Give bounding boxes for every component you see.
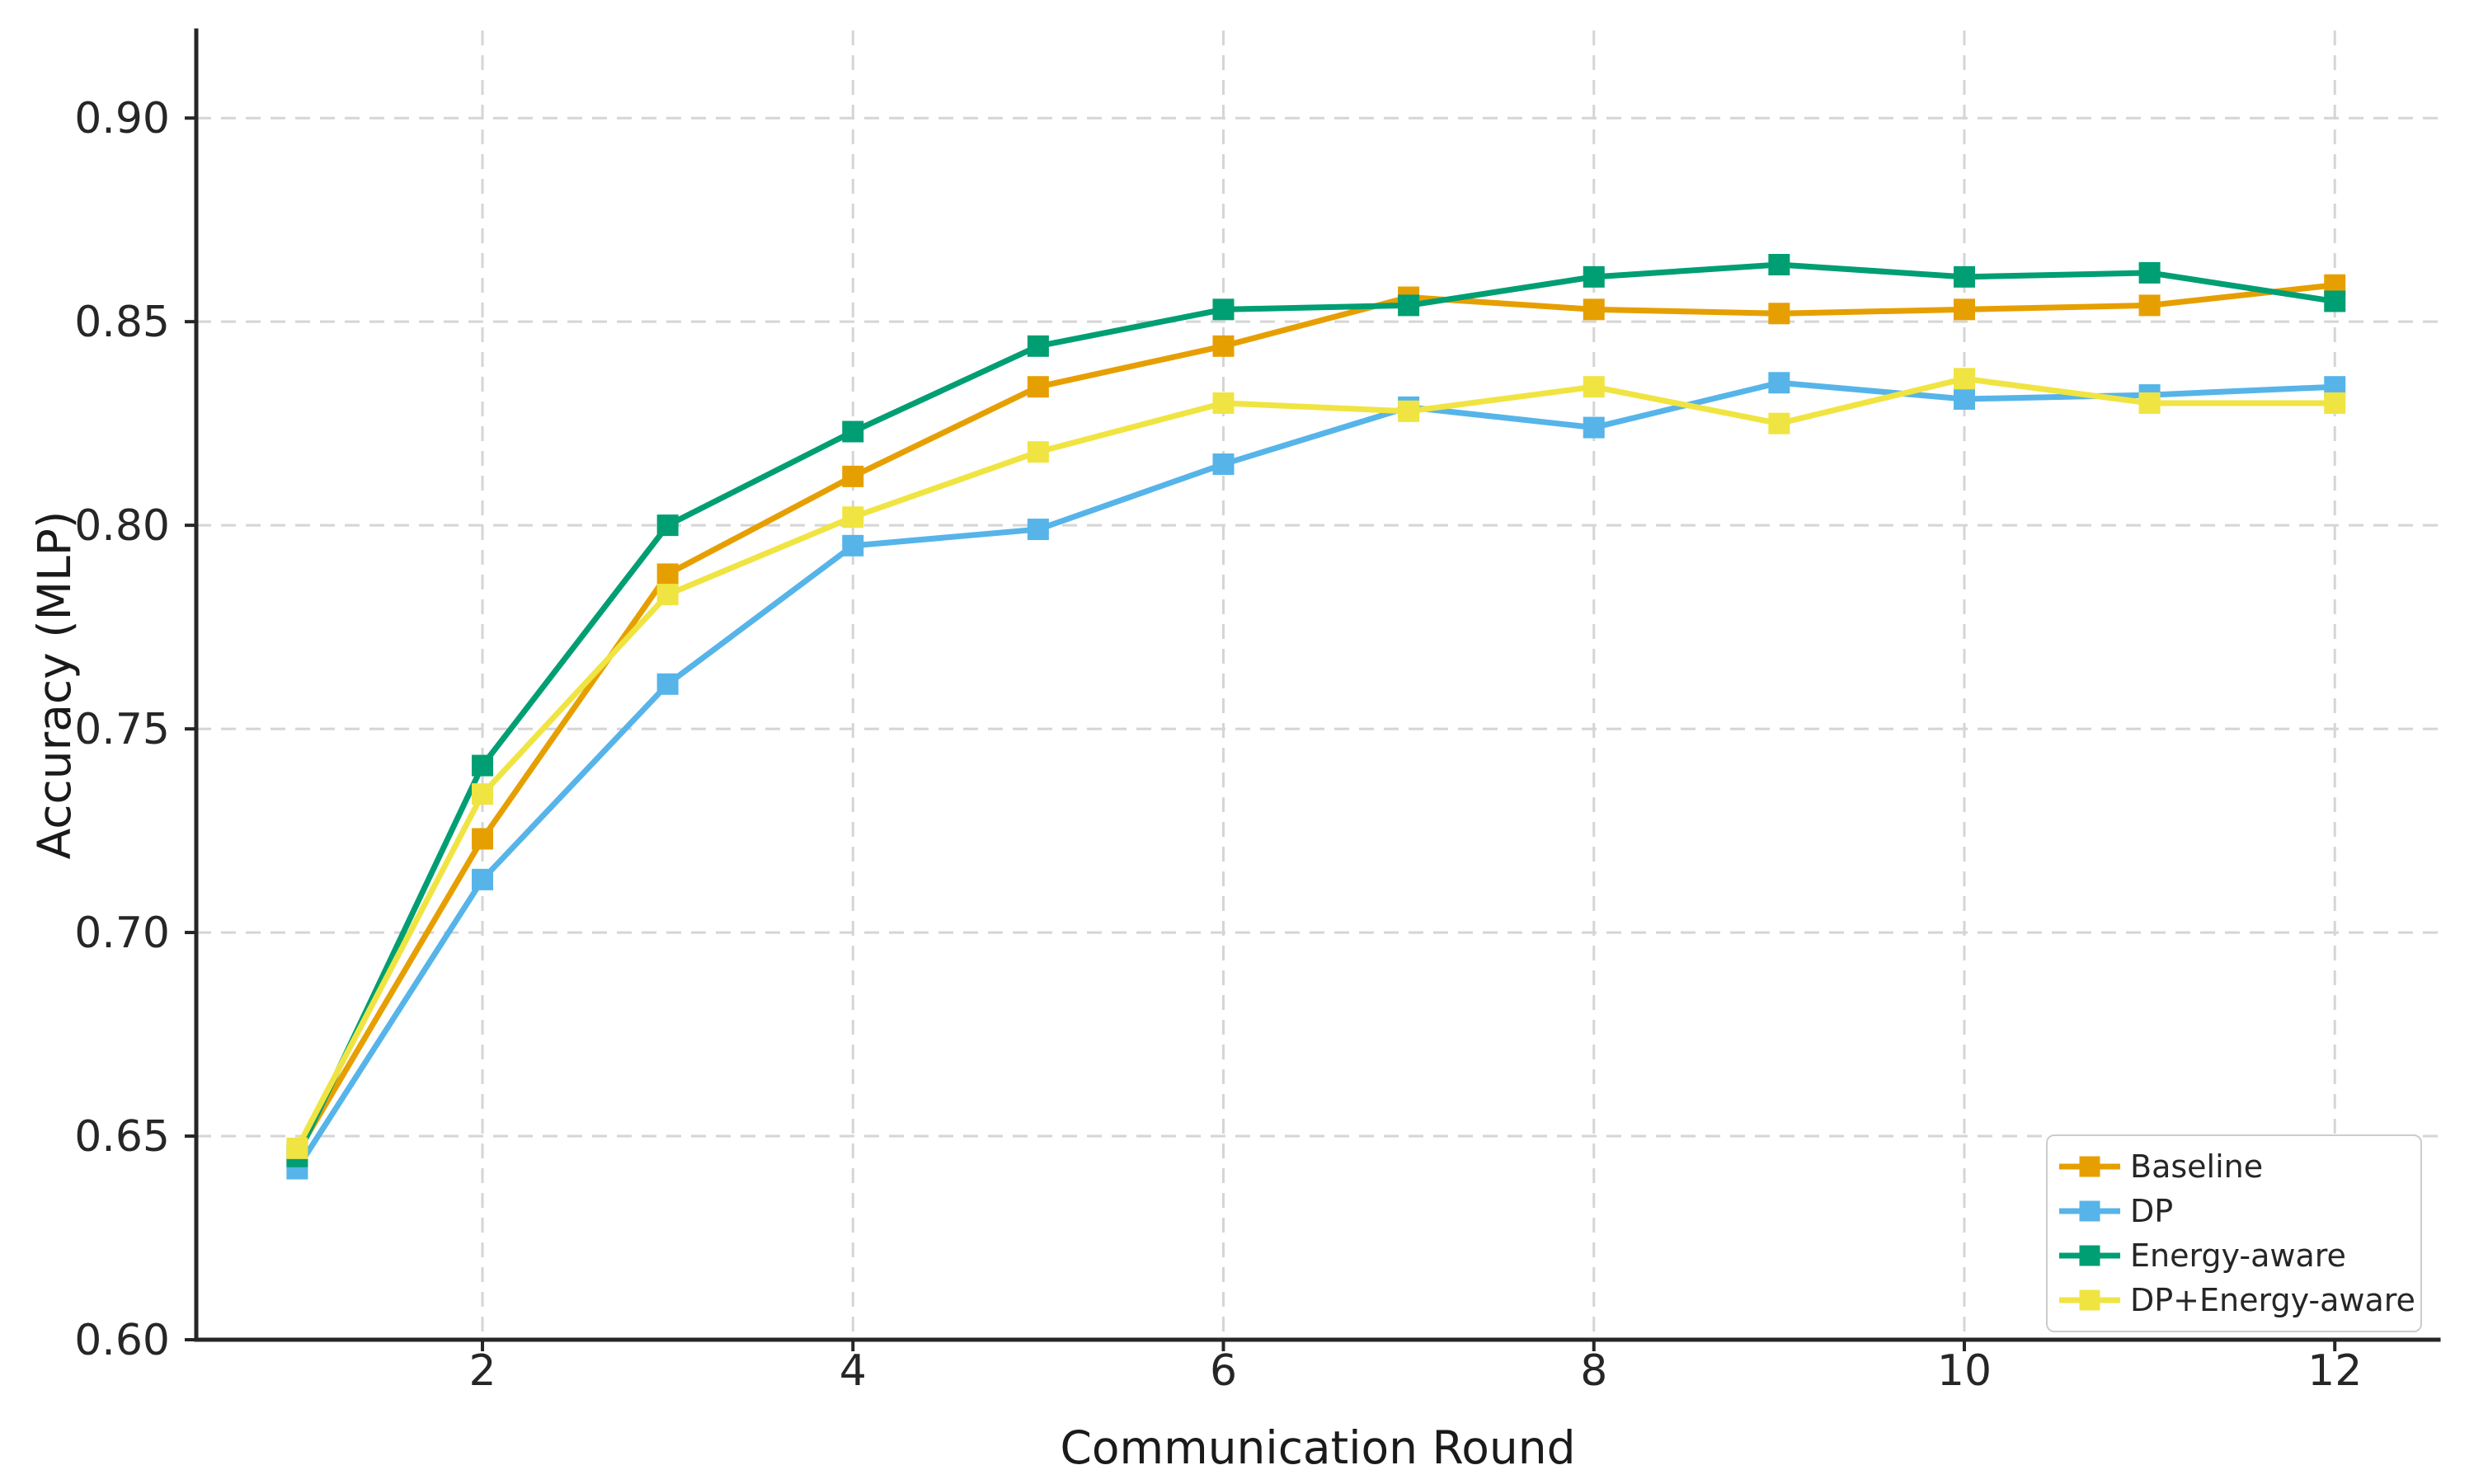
series-line (294, 379, 2338, 1172)
data-point-marker (1212, 392, 1235, 414)
series-energy-aware (286, 254, 2346, 1167)
y-tick-label: 0.85 (74, 298, 170, 347)
data-point-marker (472, 868, 494, 890)
data-point-marker (1212, 335, 1235, 357)
data-point-marker (842, 465, 864, 487)
data-point-marker (2324, 392, 2346, 414)
series-dp-energy-aware (286, 368, 2346, 1159)
legend-square-marker-icon (2079, 1200, 2100, 1222)
data-point-marker (1583, 265, 1605, 288)
y-tick-label: 0.90 (74, 94, 170, 143)
data-point-marker (286, 1137, 308, 1159)
data-point-marker (1212, 453, 1235, 476)
y-tick-label: 0.70 (74, 909, 170, 958)
legend-square-marker-icon (2079, 1245, 2100, 1266)
legend-swatch-energy-aware (2059, 1245, 2120, 1266)
legend: Baseline DP Energy-aware DP+Energy-aware (2046, 1134, 2422, 1332)
data-point-marker (1398, 294, 1420, 317)
data-point-marker (1583, 376, 1605, 398)
data-point-marker (2324, 290, 2346, 312)
data-point-marker (1953, 388, 1975, 411)
data-point-marker (656, 673, 679, 695)
data-point-marker (1953, 298, 1975, 321)
legend-swatch-dp-energy-aware (2059, 1289, 2120, 1311)
legend-item-baseline: Baseline (2059, 1144, 2409, 1189)
data-point-marker (1768, 303, 1790, 325)
y-tick-label: 0.60 (74, 1316, 170, 1365)
legend-label: DP (2130, 1193, 2174, 1229)
legend-swatch-dp (2059, 1200, 2120, 1222)
data-point-marker (1027, 335, 1049, 357)
y-tick-label: 0.65 (74, 1112, 170, 1162)
x-tick-label: 6 (1210, 1346, 1237, 1396)
data-point-marker (1027, 441, 1049, 463)
data-point-marker (2138, 294, 2161, 317)
x-axis-label: Communication Round (1060, 1421, 1576, 1474)
x-tick-label: 12 (2307, 1346, 2362, 1396)
data-point-marker (1027, 519, 1049, 541)
data-point-marker (1953, 265, 1975, 288)
data-point-marker (1768, 412, 1790, 434)
data-point-marker (1583, 416, 1605, 439)
legend-label: Energy-aware (2130, 1237, 2346, 1274)
legend-label: Baseline (2130, 1148, 2264, 1185)
legend-swatch-baseline (2059, 1156, 2120, 1177)
data-point-marker (842, 506, 864, 528)
y-axis-label: Accuracy (MLP) (28, 510, 81, 860)
data-point-marker (842, 534, 864, 556)
data-point-marker (1768, 372, 1790, 394)
y-tick-label: 0.75 (74, 705, 170, 754)
x-tick-label: 10 (1937, 1346, 1992, 1396)
series-line (294, 375, 2338, 1152)
series-line (294, 282, 2338, 1156)
series-dp (286, 372, 2346, 1180)
data-point-marker (842, 420, 864, 443)
legend-item-dp: DP (2059, 1189, 2409, 1233)
data-point-marker (1768, 254, 1790, 276)
data-point-marker (472, 754, 494, 777)
x-tick-label: 4 (840, 1346, 867, 1396)
data-point-marker (656, 563, 679, 585)
data-point-marker (1583, 298, 1605, 321)
data-point-marker (2138, 261, 2161, 284)
x-tick-label: 8 (1580, 1346, 1607, 1396)
y-tick-label: 0.80 (74, 501, 170, 551)
data-point-marker (472, 783, 494, 805)
legend-item-dp-energy-aware: DP+Energy-aware (2059, 1278, 2415, 1322)
data-point-marker (1953, 368, 1975, 390)
legend-item-energy-aware: Energy-aware (2059, 1233, 2409, 1278)
data-point-marker (2138, 392, 2161, 414)
legend-square-marker-icon (2079, 1289, 2100, 1311)
series-line (294, 261, 2338, 1160)
data-point-marker (1212, 298, 1235, 321)
x-tick-label: 2 (468, 1346, 496, 1396)
legend-square-marker-icon (2079, 1156, 2100, 1177)
data-point-marker (1398, 400, 1420, 422)
data-point-marker (656, 514, 679, 537)
data-point-marker (1027, 376, 1049, 398)
data-point-marker (656, 584, 679, 606)
legend-label: DP+Energy-aware (2130, 1282, 2415, 1318)
data-point-marker (472, 828, 494, 850)
